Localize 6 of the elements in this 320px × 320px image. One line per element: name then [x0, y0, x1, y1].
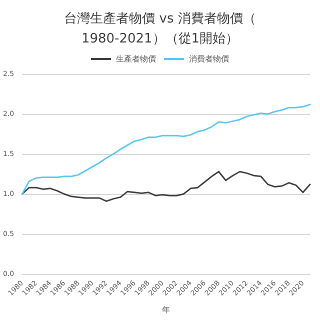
- line-series: [21, 170, 311, 202]
- legend-label: 消費者物價: [189, 54, 229, 64]
- legend-label: 生產者物價: [116, 54, 156, 64]
- x-axis-title: 年: [162, 306, 170, 314]
- line-series: [21, 104, 311, 195]
- chart-title: 台灣生產者物價 vs 消費者物價（1980-2021）（從1開始）: [64, 12, 256, 46]
